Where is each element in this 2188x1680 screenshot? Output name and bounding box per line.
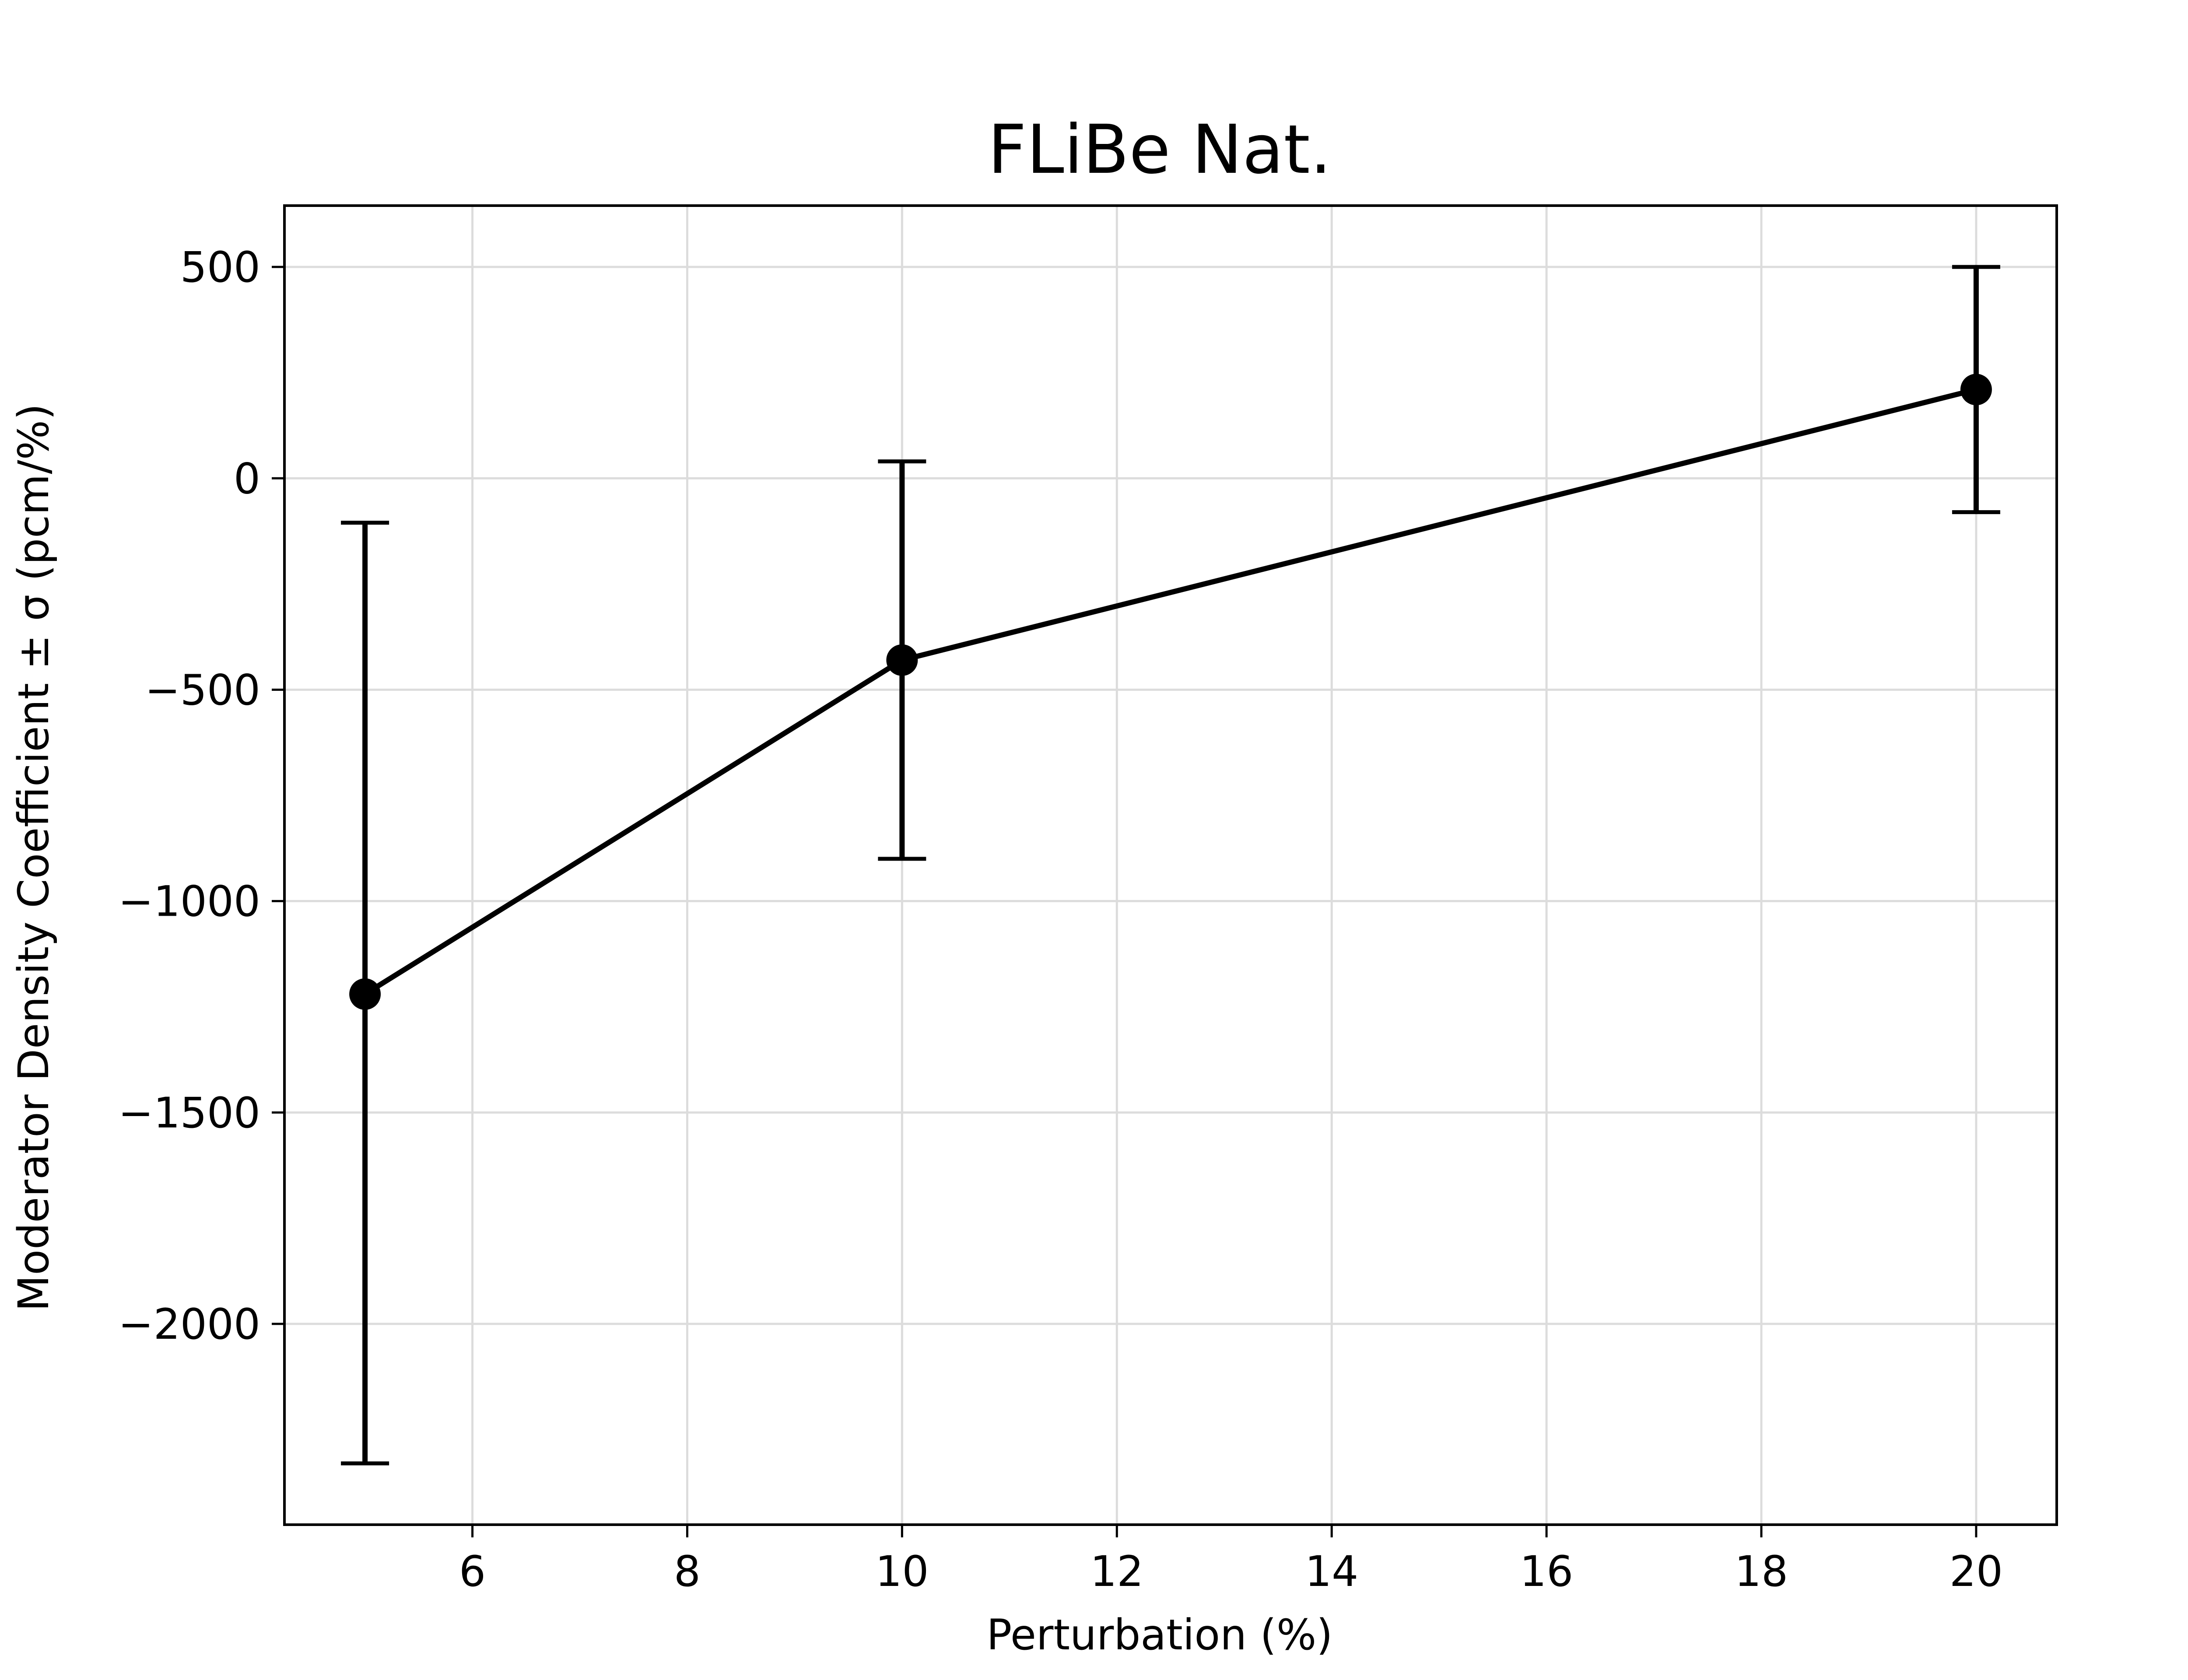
x-tick-label: 18 xyxy=(1735,1547,1788,1596)
y-axis-ticks: 500 0 −500 −1000 −1500 −2000 xyxy=(118,243,284,1349)
x-tick-label: 14 xyxy=(1305,1547,1358,1596)
data-point xyxy=(886,644,918,676)
y-tick-label: 500 xyxy=(180,243,260,292)
data-series xyxy=(341,265,2000,1466)
x-tick-label: 20 xyxy=(1950,1547,2003,1596)
grid-lines xyxy=(284,206,2057,1525)
x-axis-ticks: 6 8 10 12 14 16 18 20 xyxy=(459,1525,2003,1596)
y-tick-label: −1500 xyxy=(118,1088,260,1138)
y-tick-label: −1000 xyxy=(118,877,260,926)
x-tick-label: 10 xyxy=(875,1547,929,1596)
chart-title: FLiBe Nat. xyxy=(988,111,1331,189)
data-point xyxy=(349,978,381,1010)
y-tick-label: −2000 xyxy=(118,1300,260,1349)
x-tick-label: 6 xyxy=(459,1547,486,1596)
data-point xyxy=(1960,374,1992,406)
x-tick-label: 8 xyxy=(674,1547,701,1596)
x-tick-label: 16 xyxy=(1520,1547,1573,1596)
y-tick-label: −500 xyxy=(145,665,260,714)
y-axis-label: Moderator Density Coefficient ± σ (pcm/%… xyxy=(9,404,58,1312)
y-tick-label: 0 xyxy=(234,454,260,503)
x-axis-label: Perturbation (%) xyxy=(986,1610,1332,1659)
plot-frame xyxy=(283,204,2058,1526)
x-tick-label: 12 xyxy=(1090,1547,1143,1596)
